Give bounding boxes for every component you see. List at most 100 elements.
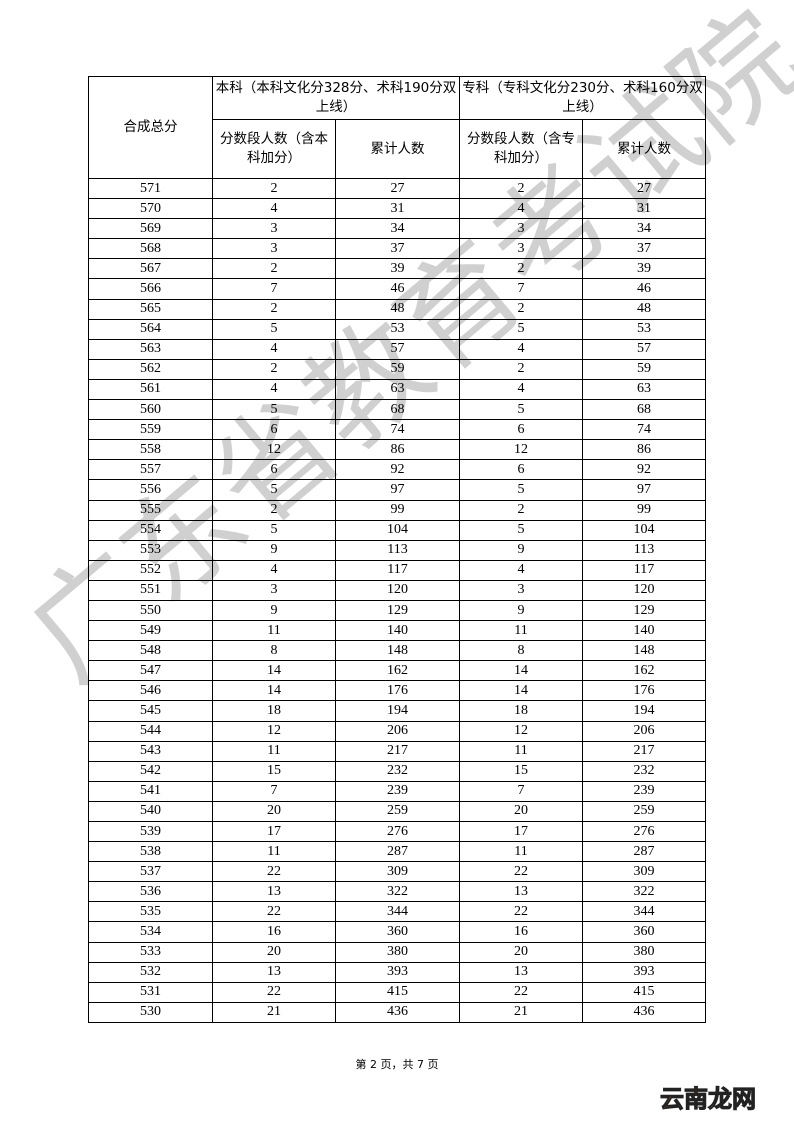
logo-part2: 龙网 xyxy=(708,1085,757,1114)
table-row: 564 5 53 5 53 xyxy=(88,318,707,340)
table-row: 557 6 92 6 92 xyxy=(88,459,707,481)
cell-undergrad-cumulative: 48 xyxy=(334,298,461,320)
cell-score: 564 xyxy=(88,318,213,340)
cell-score: 541 xyxy=(88,780,213,802)
cell-undergrad-count: 4 xyxy=(212,559,336,581)
cell-vocational-cumulative: 309 xyxy=(582,861,707,883)
cell-undergrad-count: 20 xyxy=(212,800,336,823)
cell-vocational-count: 3 xyxy=(459,218,584,240)
cell-undergrad-count: 13 xyxy=(212,961,336,983)
cell-undergrad-count: 11 xyxy=(212,841,336,863)
cell-undergrad-count: 5 xyxy=(212,318,336,340)
cell-undergrad-cumulative: 287 xyxy=(334,841,461,863)
cell-vocational-cumulative: 59 xyxy=(582,358,707,380)
table-row: 571 2 27 2 27 xyxy=(88,177,707,200)
cell-undergrad-cumulative: 194 xyxy=(334,700,461,722)
cell-vocational-count: 4 xyxy=(459,198,584,220)
cell-undergrad-count: 3 xyxy=(212,218,336,240)
cell-vocational-count: 14 xyxy=(459,660,584,682)
cell-vocational-cumulative: 176 xyxy=(582,680,707,702)
cell-vocational-cumulative: 37 xyxy=(582,238,707,260)
table-row: 543 11 217 11 217 xyxy=(88,740,707,762)
cell-undergrad-count: 5 xyxy=(212,399,336,421)
cell-vocational-count: 18 xyxy=(459,700,584,722)
cell-score: 534 xyxy=(88,921,213,943)
table-row: 566 7 46 7 46 xyxy=(88,278,707,300)
cell-vocational-count: 5 xyxy=(459,519,584,541)
table-row: 541 7 239 7 239 xyxy=(88,780,707,802)
cell-vocational-count: 12 xyxy=(459,439,584,461)
cell-score: 568 xyxy=(88,238,213,260)
header-score: 合成总分 xyxy=(88,76,213,179)
cell-score: 560 xyxy=(88,399,213,421)
cell-vocational-count: 13 xyxy=(459,881,584,903)
cell-vocational-cumulative: 129 xyxy=(582,599,707,622)
cell-score: 532 xyxy=(88,961,213,983)
header-undergrad-count: 分数段人数（含本科加分） xyxy=(212,119,336,179)
cell-score: 553 xyxy=(88,539,213,561)
cell-undergrad-cumulative: 360 xyxy=(334,921,461,943)
table-row: 565 2 48 2 48 xyxy=(88,298,707,320)
cell-vocational-count: 20 xyxy=(459,800,584,823)
cell-vocational-cumulative: 232 xyxy=(582,760,707,782)
cell-undergrad-count: 11 xyxy=(212,740,336,762)
cell-vocational-cumulative: 74 xyxy=(582,419,707,441)
cell-vocational-cumulative: 360 xyxy=(582,921,707,943)
cell-vocational-count: 9 xyxy=(459,539,584,561)
cell-undergrad-count: 4 xyxy=(212,338,336,360)
cell-undergrad-count: 11 xyxy=(212,620,336,642)
cell-vocational-cumulative: 380 xyxy=(582,941,707,963)
cell-undergrad-count: 9 xyxy=(212,539,336,561)
cell-score: 569 xyxy=(88,218,213,240)
cell-score: 547 xyxy=(88,660,213,682)
table-row: 547 14 162 14 162 xyxy=(88,660,707,682)
table-row: 536 13 322 13 322 xyxy=(88,881,707,903)
cell-undergrad-count: 12 xyxy=(212,720,336,742)
cell-score: 565 xyxy=(88,298,213,320)
header-undergrad-cumulative: 累计人数 xyxy=(334,119,461,179)
cell-score: 562 xyxy=(88,358,213,380)
cell-vocational-count: 21 xyxy=(459,1001,584,1023)
cell-vocational-count: 16 xyxy=(459,921,584,943)
table-row: 530 21 436 21 436 xyxy=(88,1001,707,1023)
cell-score: 542 xyxy=(88,760,213,782)
cell-vocational-cumulative: 92 xyxy=(582,459,707,481)
cell-score: 566 xyxy=(88,278,213,300)
cell-score: 551 xyxy=(88,579,213,601)
cell-score: 535 xyxy=(88,901,213,923)
cell-vocational-cumulative: 436 xyxy=(582,1001,707,1023)
table-row: 563 4 57 4 57 xyxy=(88,338,707,360)
cell-score: 554 xyxy=(88,519,213,541)
cell-vocational-cumulative: 239 xyxy=(582,780,707,802)
cell-vocational-count: 12 xyxy=(459,720,584,742)
cell-vocational-cumulative: 194 xyxy=(582,700,707,722)
cell-score: 544 xyxy=(88,720,213,742)
cell-vocational-count: 6 xyxy=(459,459,584,481)
cell-vocational-cumulative: 120 xyxy=(582,579,707,601)
cell-undergrad-count: 14 xyxy=(212,660,336,682)
table-row: 548 8 148 8 148 xyxy=(88,640,707,662)
cell-undergrad-cumulative: 37 xyxy=(334,238,461,260)
cell-undergrad-count: 20 xyxy=(212,941,336,963)
cell-undergrad-count: 15 xyxy=(212,760,336,782)
cell-vocational-count: 22 xyxy=(459,981,584,1003)
cell-undergrad-cumulative: 46 xyxy=(334,278,461,300)
table-row: 546 14 176 14 176 xyxy=(88,680,707,702)
cell-vocational-cumulative: 276 xyxy=(582,820,707,843)
cell-vocational-count: 20 xyxy=(459,941,584,963)
cell-undergrad-cumulative: 92 xyxy=(334,459,461,481)
cell-vocational-count: 13 xyxy=(459,961,584,983)
cell-undergrad-cumulative: 39 xyxy=(334,258,461,280)
cell-vocational-cumulative: 68 xyxy=(582,399,707,421)
cell-score: 561 xyxy=(88,378,213,401)
cell-vocational-cumulative: 393 xyxy=(582,961,707,983)
table-row: 558 12 86 12 86 xyxy=(88,439,707,461)
cell-vocational-cumulative: 46 xyxy=(582,278,707,300)
cell-vocational-cumulative: 117 xyxy=(582,559,707,581)
cell-undergrad-count: 2 xyxy=(212,258,336,280)
cell-vocational-count: 2 xyxy=(459,358,584,380)
cell-vocational-count: 11 xyxy=(459,841,584,863)
cell-vocational-count: 11 xyxy=(459,620,584,642)
cell-vocational-cumulative: 31 xyxy=(582,198,707,220)
cell-undergrad-cumulative: 162 xyxy=(334,660,461,682)
